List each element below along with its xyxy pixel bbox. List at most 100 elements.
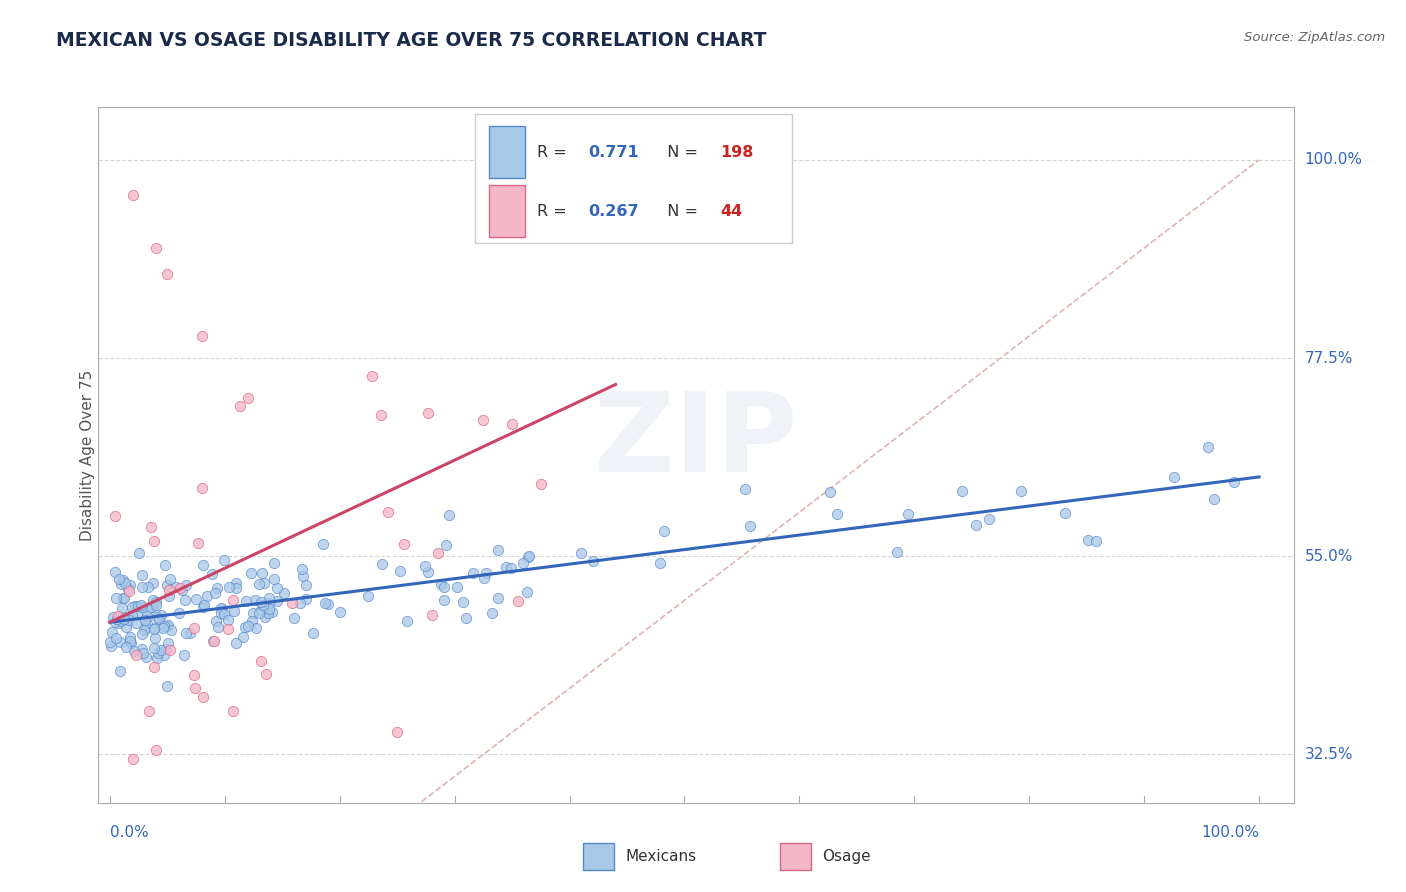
Point bbox=[187, 536, 209, 550]
Point bbox=[420, 607, 443, 622]
Point bbox=[205, 581, 228, 595]
Point bbox=[131, 568, 153, 582]
Point bbox=[104, 591, 127, 605]
Point bbox=[501, 561, 523, 575]
Point bbox=[132, 646, 155, 660]
Point bbox=[157, 617, 180, 632]
Point bbox=[582, 554, 605, 568]
Point bbox=[472, 571, 495, 585]
Point bbox=[125, 648, 148, 662]
Text: 77.5%: 77.5% bbox=[1305, 351, 1353, 366]
Point bbox=[146, 610, 169, 624]
Point bbox=[165, 580, 187, 594]
Point bbox=[734, 483, 756, 497]
Point bbox=[434, 538, 457, 552]
Point bbox=[191, 558, 214, 572]
Point bbox=[145, 598, 167, 612]
Point bbox=[250, 654, 273, 668]
Point bbox=[191, 329, 214, 343]
Point bbox=[120, 636, 142, 650]
Point bbox=[451, 595, 474, 609]
Point bbox=[142, 640, 165, 655]
Text: Source: ZipAtlas.com: Source: ZipAtlas.com bbox=[1244, 31, 1385, 45]
Point bbox=[104, 565, 127, 579]
Point bbox=[245, 621, 267, 635]
Point bbox=[120, 631, 142, 645]
Point bbox=[825, 508, 848, 522]
Point bbox=[111, 573, 134, 587]
Point bbox=[138, 704, 160, 718]
Text: R =: R = bbox=[537, 204, 572, 219]
Point bbox=[145, 241, 167, 255]
Point bbox=[156, 618, 179, 632]
Point bbox=[114, 576, 136, 591]
Point bbox=[118, 578, 141, 592]
Point bbox=[516, 549, 538, 564]
Point bbox=[418, 565, 440, 579]
Point bbox=[148, 612, 170, 626]
Point bbox=[150, 643, 173, 657]
Point bbox=[170, 583, 193, 598]
Point bbox=[204, 586, 226, 600]
Point bbox=[125, 616, 148, 631]
Point bbox=[1054, 506, 1077, 520]
Point bbox=[329, 605, 352, 619]
Point bbox=[153, 648, 176, 662]
Point bbox=[191, 599, 214, 614]
Point bbox=[290, 596, 312, 610]
Point bbox=[124, 599, 146, 613]
Text: 100.0%: 100.0% bbox=[1305, 153, 1362, 168]
Point bbox=[98, 635, 121, 649]
Point bbox=[201, 634, 224, 648]
Point bbox=[418, 406, 440, 420]
Point bbox=[302, 626, 325, 640]
Point bbox=[193, 599, 215, 613]
Point bbox=[263, 556, 285, 570]
Point bbox=[225, 575, 247, 590]
Point bbox=[136, 609, 159, 624]
Point bbox=[314, 595, 336, 609]
Point bbox=[107, 608, 129, 623]
Point bbox=[139, 520, 162, 534]
Point bbox=[222, 704, 245, 718]
Point bbox=[291, 569, 314, 583]
Point bbox=[205, 614, 228, 628]
Point bbox=[311, 537, 333, 551]
Point bbox=[108, 634, 131, 648]
Point bbox=[461, 566, 484, 580]
Point bbox=[114, 640, 136, 655]
Point bbox=[235, 594, 257, 608]
Point bbox=[131, 642, 153, 657]
Point bbox=[131, 580, 153, 594]
Point bbox=[110, 577, 132, 591]
Point bbox=[159, 643, 181, 657]
Point bbox=[112, 591, 135, 605]
Point bbox=[202, 633, 225, 648]
Point bbox=[157, 583, 180, 598]
Point bbox=[897, 507, 920, 521]
Point bbox=[263, 572, 285, 586]
Point bbox=[217, 613, 239, 627]
Point bbox=[201, 566, 224, 581]
Point bbox=[145, 595, 167, 609]
Point bbox=[250, 566, 273, 580]
Point bbox=[950, 484, 973, 499]
Point bbox=[472, 413, 495, 427]
Point bbox=[439, 508, 461, 522]
Point bbox=[281, 596, 304, 610]
Text: MEXICAN VS OSAGE DISABILITY AGE OVER 75 CORRELATION CHART: MEXICAN VS OSAGE DISABILITY AGE OVER 75 … bbox=[56, 31, 766, 50]
Point bbox=[184, 681, 207, 695]
Point bbox=[247, 606, 270, 620]
Point bbox=[134, 623, 156, 637]
Point bbox=[650, 556, 672, 570]
Point bbox=[122, 188, 145, 202]
Point bbox=[105, 612, 128, 626]
Point bbox=[173, 648, 195, 662]
Point bbox=[141, 576, 163, 591]
Point bbox=[217, 622, 239, 636]
Point bbox=[174, 626, 197, 640]
Point bbox=[136, 616, 159, 631]
Point bbox=[112, 609, 135, 624]
Point bbox=[266, 594, 288, 608]
Point bbox=[486, 542, 509, 557]
